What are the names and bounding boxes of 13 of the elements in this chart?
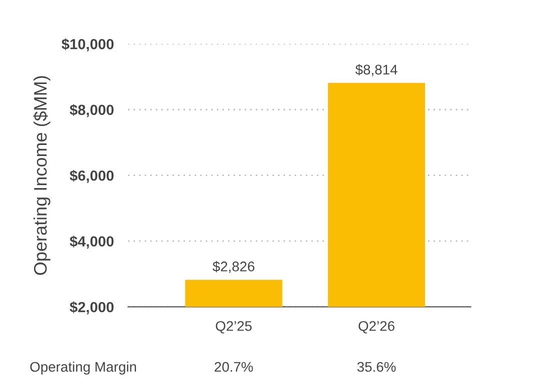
x-tick-label: Q2’26: [358, 321, 394, 334]
y-axis-title: Operating Income ($MM): [33, 76, 50, 275]
text: 20.7%: [214, 362, 253, 372]
data-label: $2,826: [212, 260, 254, 274]
data-label: $8,814: [355, 64, 398, 76]
y-tick-label: $8,000: [70, 104, 114, 118]
y-tick-label: $6,000: [70, 170, 114, 183]
x-tick-label: Q2’25: [216, 321, 252, 334]
text: Operating Margin: [30, 362, 136, 375]
y-tick-label: $10,000: [62, 38, 114, 52]
text: 35.6%: [357, 362, 396, 372]
y-tick-label: $4,000: [70, 236, 114, 249]
y-tick-label: $2,000: [70, 301, 114, 314]
